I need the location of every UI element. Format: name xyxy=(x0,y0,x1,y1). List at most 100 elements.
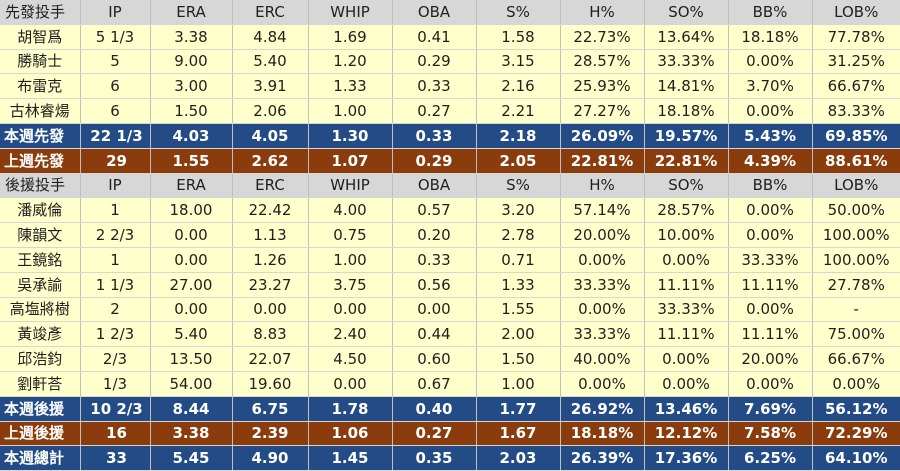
table-row: 吳承諭 1 1/3 27.00 23.27 3.75 0.56 1.33 33.… xyxy=(0,272,900,298)
pitcher-name: 劉軒荅 xyxy=(0,371,81,397)
stat-cell: 0.35 xyxy=(392,445,477,471)
stat-cell: 4.39% xyxy=(728,148,813,174)
stat-cell: 1.58 xyxy=(476,24,561,50)
stat-cell: 0.44 xyxy=(392,321,477,348)
stat-cell: 33.33% xyxy=(644,49,729,75)
column-header: S% xyxy=(476,173,561,199)
stat-cell: 5 1/3 xyxy=(80,24,151,50)
stat-cell: 0.00% xyxy=(728,197,813,224)
summary-label: 本週後援 xyxy=(0,396,81,422)
stat-cell: 1/3 xyxy=(80,371,151,397)
stat-cell: 72.29% xyxy=(812,421,900,447)
stat-cell: 28.57% xyxy=(560,49,645,75)
stat-cell: 3.70% xyxy=(728,73,813,100)
stat-cell: 4.90 xyxy=(232,445,309,471)
stat-cell: 4.03 xyxy=(150,123,233,149)
stat-cell: 8.44 xyxy=(150,396,233,422)
column-header: OBA xyxy=(392,0,477,25)
stat-cell: 13.50 xyxy=(150,346,233,372)
stat-cell: 6 xyxy=(80,98,151,124)
stat-cell: 0.00% xyxy=(560,247,645,273)
table-row: 胡智爲 5 1/3 3.38 4.84 1.69 0.41 1.58 22.73… xyxy=(0,24,900,50)
stat-cell: 7.69% xyxy=(728,396,813,422)
stat-cell: 2.18 xyxy=(476,123,561,149)
stat-cell: 3.38 xyxy=(150,24,233,50)
stat-cell: 20.00% xyxy=(560,222,645,248)
stat-cell: 1.69 xyxy=(308,24,393,50)
table-row: 古林睿煬 6 1.50 2.06 1.00 0.27 2.21 27.27% 1… xyxy=(0,98,900,124)
pitcher-name: 勝騎士 xyxy=(0,49,81,75)
column-header: WHIP xyxy=(308,173,393,199)
column-header: ERA xyxy=(150,173,233,199)
column-header: BB% xyxy=(728,173,813,199)
stat-cell: 7.58% xyxy=(728,421,813,447)
stat-cell: 22.73% xyxy=(560,24,645,50)
starters-last-week-row: 上週先發 29 1.55 2.62 1.07 0.29 2.05 22.81% … xyxy=(0,148,900,174)
stat-cell: 0.60 xyxy=(392,346,477,372)
stat-cell: 1.50 xyxy=(476,346,561,372)
stat-cell: 0.27 xyxy=(392,98,477,124)
stat-cell: 13.46% xyxy=(644,396,729,422)
stat-cell: 69.85% xyxy=(812,123,900,149)
stat-cell: 2.05 xyxy=(476,148,561,174)
stat-cell: 5.43% xyxy=(728,123,813,149)
stat-cell: 18.18% xyxy=(644,98,729,124)
stat-cell: 66.67% xyxy=(812,346,900,372)
starters-header-label: 先發投手 xyxy=(0,0,81,25)
pitcher-name: 陳韻文 xyxy=(0,222,81,248)
stat-cell: 23.27 xyxy=(232,272,309,298)
stat-cell: 4.50 xyxy=(308,346,393,372)
stat-cell: 1.00 xyxy=(476,371,561,397)
column-header: SO% xyxy=(644,173,729,199)
stat-cell: 0.00% xyxy=(728,49,813,75)
stat-cell: 19.60 xyxy=(232,371,309,397)
stat-cell: 11.11% xyxy=(644,272,729,298)
stat-cell: 5.45 xyxy=(150,445,233,471)
stat-cell: 22.81% xyxy=(560,148,645,174)
stat-cell: 0.00% xyxy=(728,297,813,323)
stat-cell: 0.20 xyxy=(392,222,477,248)
pitcher-name: 吳承諭 xyxy=(0,272,81,298)
column-header: LOB% xyxy=(812,173,900,199)
starters-header-row: 先發投手 IP ERA ERC WHIP OBA S% H% SO% BB% L… xyxy=(0,0,900,25)
relievers-this-week-row: 本週後援 10 2/3 8.44 6.75 1.78 0.40 1.77 26.… xyxy=(0,396,900,422)
table-row: 劉軒荅 1/3 54.00 19.60 0.00 0.67 1.00 0.00%… xyxy=(0,371,900,397)
stat-cell: 0.00 xyxy=(150,297,233,323)
stat-cell: 50.00% xyxy=(812,197,900,224)
stat-cell: 18.18% xyxy=(560,421,645,447)
stat-cell: 0.00% xyxy=(644,247,729,273)
column-header: H% xyxy=(560,173,645,199)
stat-cell: 1.33 xyxy=(308,73,393,100)
stat-cell: 2 xyxy=(80,297,151,323)
stat-cell: 29 xyxy=(80,148,151,174)
stat-cell: 40.00% xyxy=(560,346,645,372)
pitcher-name: 黃竣彥 xyxy=(0,321,81,348)
stat-cell: 0.00% xyxy=(728,222,813,248)
stat-cell: 2.62 xyxy=(232,148,309,174)
pitcher-name: 古林睿煬 xyxy=(0,98,81,124)
stat-cell: 22.81% xyxy=(644,148,729,174)
stat-cell: 100.00% xyxy=(812,247,900,273)
stat-cell: 0.00 xyxy=(150,222,233,248)
stat-cell: 28.57% xyxy=(644,197,729,224)
stat-cell: 54.00 xyxy=(150,371,233,397)
stat-cell: 8.83 xyxy=(232,321,309,348)
stat-cell: 88.61% xyxy=(812,148,900,174)
column-header: ERC xyxy=(232,0,309,25)
pitcher-name: 潘威倫 xyxy=(0,197,81,224)
stat-cell: 27.27% xyxy=(560,98,645,124)
stat-cell: 6.75 xyxy=(232,396,309,422)
stat-cell: 2.21 xyxy=(476,98,561,124)
stat-cell: 5 xyxy=(80,49,151,75)
stat-cell: 1 2/3 xyxy=(80,321,151,348)
stat-cell: 3.91 xyxy=(232,73,309,100)
stat-cell: 26.92% xyxy=(560,396,645,422)
relievers-header-label: 後援投手 xyxy=(0,173,81,199)
stat-cell: 33.33% xyxy=(560,272,645,298)
stat-cell: 0.33 xyxy=(392,73,477,100)
stat-cell: 0.00% xyxy=(560,297,645,323)
summary-label: 上週先發 xyxy=(0,148,81,174)
stat-cell: - xyxy=(812,297,900,323)
